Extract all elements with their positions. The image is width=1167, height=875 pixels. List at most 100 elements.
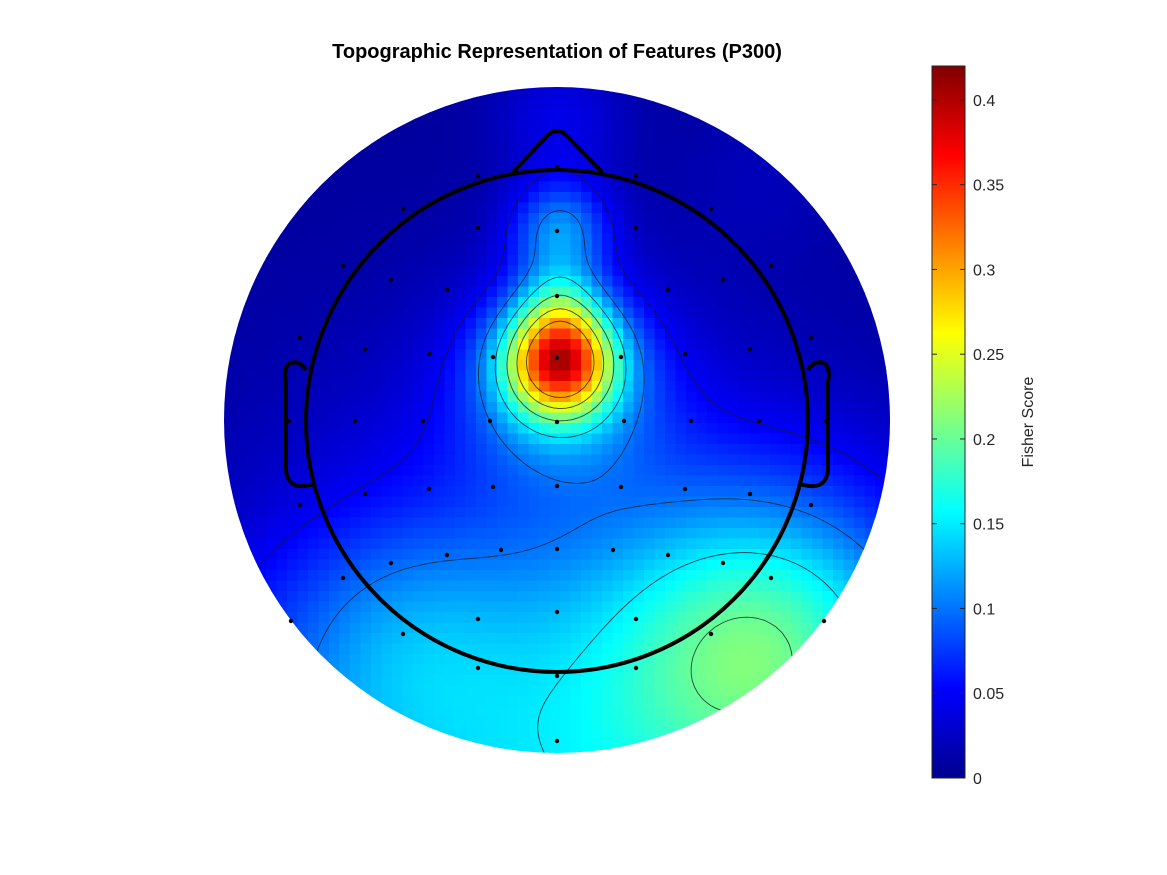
- heatmap-cell: [297, 402, 309, 414]
- heatmap-cell: [864, 402, 876, 414]
- heatmap-cell: [329, 591, 341, 603]
- heatmap-cell: [812, 402, 824, 414]
- heatmap-cell: [497, 370, 509, 382]
- heatmap-cell: [570, 685, 582, 697]
- heatmap-cell: [686, 339, 698, 351]
- heatmap-cell: [654, 202, 666, 214]
- heatmap-cell: [465, 423, 477, 435]
- heatmap-cell: [444, 454, 456, 466]
- heatmap-cell: [507, 255, 519, 267]
- heatmap-cell: [633, 717, 645, 729]
- heatmap-cell: [444, 276, 456, 288]
- heatmap-cell: [759, 433, 771, 445]
- heatmap-cell: [560, 538, 572, 550]
- heatmap-cell: [518, 150, 530, 162]
- heatmap-cell: [654, 664, 666, 676]
- heatmap-cell: [287, 538, 299, 550]
- heatmap-cell: [245, 454, 257, 466]
- heatmap-cell: [507, 654, 519, 666]
- heatmap-cell: [728, 328, 740, 340]
- heatmap-cell: [875, 528, 887, 540]
- heatmap-cell: [591, 528, 603, 540]
- heatmap-cell: [623, 570, 635, 582]
- heatmap-cell: [360, 559, 372, 571]
- heatmap-cell: [549, 738, 561, 750]
- heatmap-cell: [686, 643, 698, 655]
- heatmap-cell: [528, 538, 540, 550]
- heatmap-cell: [843, 318, 855, 330]
- heatmap-cell: [455, 654, 467, 666]
- heatmap-cell: [518, 654, 530, 666]
- heatmap-cell: [266, 496, 278, 508]
- heatmap-cell: [633, 265, 645, 277]
- heatmap-cell: [833, 328, 845, 340]
- heatmap-cell: [717, 538, 729, 550]
- heatmap-cell: [644, 171, 656, 183]
- heatmap-cell: [297, 601, 309, 613]
- heatmap-cell: [234, 423, 246, 435]
- heatmap-cell: [318, 423, 330, 435]
- heatmap-cell: [801, 486, 813, 498]
- heatmap-cell: [486, 580, 498, 592]
- heatmap-cell: [455, 706, 467, 718]
- heatmap-cell: [738, 213, 750, 225]
- heatmap-cell: [591, 654, 603, 666]
- heatmap-cell: [633, 223, 645, 235]
- heatmap-cell: [476, 706, 488, 718]
- heatmap-cell: [465, 160, 477, 172]
- heatmap-cell: [602, 244, 614, 256]
- heatmap-cell: [654, 570, 666, 582]
- heatmap-cell: [644, 286, 656, 298]
- heatmap-cell: [612, 654, 624, 666]
- heatmap-cell: [644, 244, 656, 256]
- heatmap-cell: [413, 349, 425, 361]
- heatmap-cell: [686, 276, 698, 288]
- heatmap-cell: [728, 696, 740, 708]
- heatmap-cell: [833, 528, 845, 540]
- heatmap-cell: [276, 265, 288, 277]
- heatmap-cell: [455, 139, 467, 151]
- heatmap-cell: [759, 318, 771, 330]
- heatmap-cell: [287, 496, 299, 508]
- heatmap-cell: [612, 570, 624, 582]
- heatmap-cell: [581, 559, 593, 571]
- heatmap-cell: [434, 622, 446, 634]
- heatmap-cell: [812, 349, 824, 361]
- heatmap-cell: [549, 685, 561, 697]
- heatmap-cell: [770, 234, 782, 246]
- heatmap-cell: [780, 444, 792, 456]
- heatmap-cell: [497, 622, 509, 634]
- heatmap-cell: [696, 654, 708, 666]
- heatmap-cell: [623, 465, 635, 477]
- heatmap-cell: [476, 664, 488, 676]
- heatmap-cell: [791, 591, 803, 603]
- heatmap-cell: [402, 633, 414, 645]
- heatmap-cell: [402, 276, 414, 288]
- heatmap-cell: [707, 370, 719, 382]
- heatmap-cell: [339, 339, 351, 351]
- heatmap-cell: [623, 528, 635, 540]
- heatmap-cell: [318, 559, 330, 571]
- heatmap-cell: [287, 570, 299, 582]
- heatmap-cell: [623, 108, 635, 120]
- heatmap-cell: [560, 328, 572, 340]
- heatmap-cell: [308, 517, 320, 529]
- heatmap-cell: [570, 265, 582, 277]
- heatmap-cell: [413, 150, 425, 162]
- heatmap-cell: [413, 633, 425, 645]
- heatmap-cell: [297, 265, 309, 277]
- heatmap-cell: [749, 475, 761, 487]
- heatmap-cell: [549, 223, 561, 235]
- heatmap-cell: [287, 454, 299, 466]
- heatmap-cell: [465, 192, 477, 204]
- heatmap-cell: [644, 202, 656, 214]
- heatmap-cell: [413, 580, 425, 592]
- heatmap-cell: [812, 202, 824, 214]
- heatmap-cell: [392, 465, 404, 477]
- heatmap-cell: [539, 444, 551, 456]
- heatmap-cell: [759, 307, 771, 319]
- colorbar-ticks: 00.050.10.150.20.250.30.350.4: [932, 93, 1004, 788]
- heatmap-cell: [822, 255, 834, 267]
- heatmap-cell: [728, 370, 740, 382]
- heatmap-cell: [486, 727, 498, 739]
